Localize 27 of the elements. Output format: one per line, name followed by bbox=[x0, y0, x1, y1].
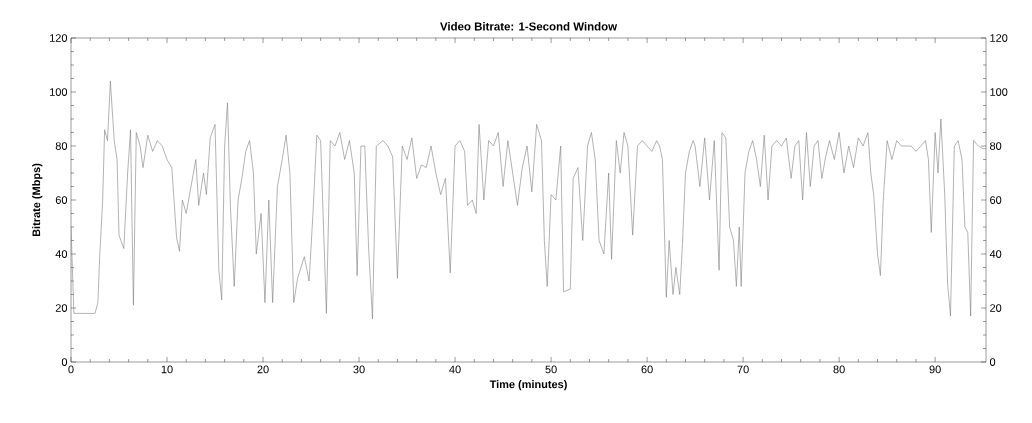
y2-tick-label: 80 bbox=[990, 142, 1002, 150]
y2-tick-label: 120 bbox=[990, 34, 1008, 42]
y2-tick-label: 0 bbox=[989, 358, 996, 366]
x-tick-label: 10 bbox=[161, 365, 173, 374]
y-tick-label: 60 bbox=[55, 196, 68, 204]
x-tick-label: 30 bbox=[353, 365, 365, 374]
y-axis-title: Bitrate (Mbps) bbox=[32, 163, 43, 237]
x-tick-label: 40 bbox=[449, 365, 461, 374]
y2-tick-label: 20 bbox=[990, 304, 1002, 312]
y2-tick-label: 60 bbox=[990, 196, 1002, 204]
y-tick-label: 0 bbox=[61, 358, 68, 366]
x-tick-label: 50 bbox=[545, 365, 557, 374]
y-tick-label: 20 bbox=[55, 304, 68, 312]
y-tick-label: 40 bbox=[55, 250, 68, 258]
chart-title: Video Bitrate: 1-Second Window bbox=[440, 22, 618, 31]
x-tick-label: 80 bbox=[833, 365, 845, 374]
x-tick-label: 20 bbox=[257, 365, 269, 374]
y2-tick-label: 100 bbox=[990, 88, 1008, 96]
x-axis-title: Time (minutes) bbox=[489, 380, 567, 391]
x-tick-label: 0 bbox=[68, 365, 74, 374]
x-tick-label: 70 bbox=[737, 365, 749, 374]
x-tick-label: 90 bbox=[929, 365, 941, 374]
y-tick-label: 120 bbox=[50, 34, 68, 42]
y-tick-label: 80 bbox=[55, 142, 68, 150]
y2-tick-label: 40 bbox=[989, 250, 1002, 258]
x-tick-label: 60 bbox=[641, 365, 653, 374]
y-tick-label: 100 bbox=[50, 88, 68, 96]
